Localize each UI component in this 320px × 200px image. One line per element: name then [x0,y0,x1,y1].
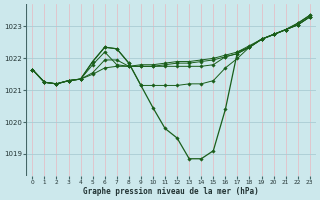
X-axis label: Graphe pression niveau de la mer (hPa): Graphe pression niveau de la mer (hPa) [83,187,259,196]
